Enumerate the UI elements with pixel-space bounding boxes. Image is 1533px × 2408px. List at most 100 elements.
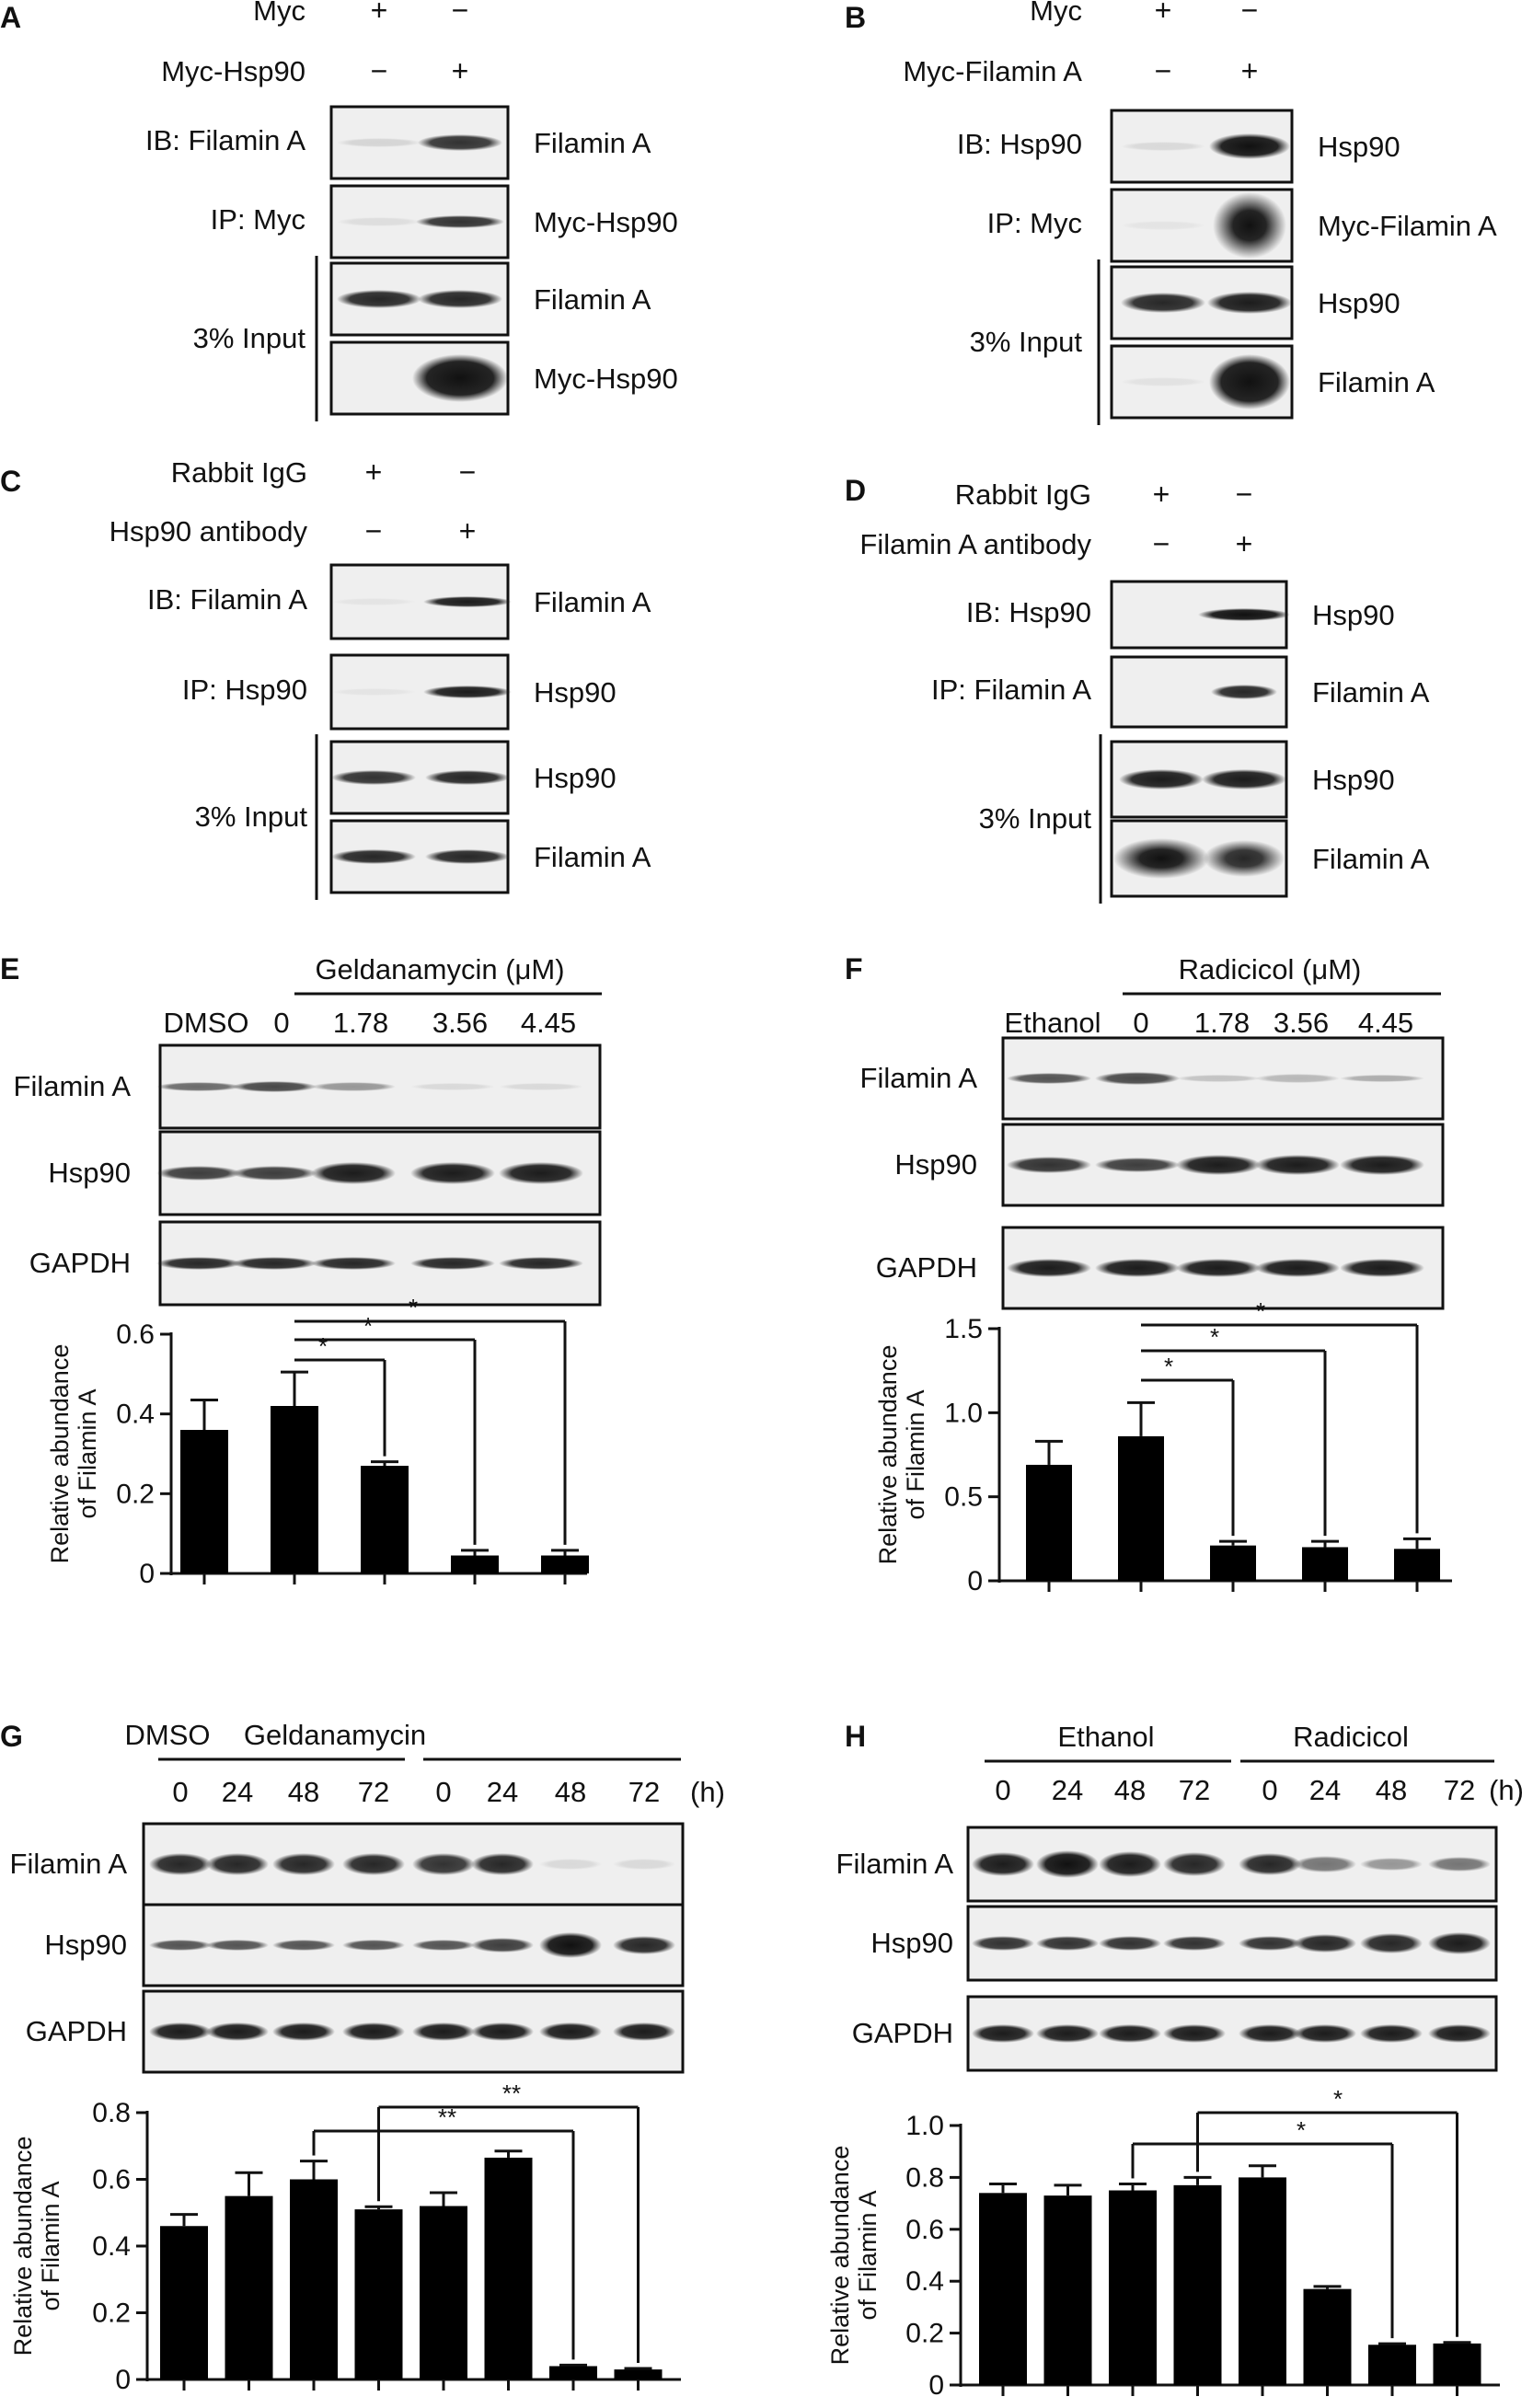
blot-G-1-band-1 (149, 1853, 212, 1875)
panel-letter-F: F (845, 952, 863, 985)
blot-A-2-band-2 (416, 215, 504, 228)
y-tick-label-E-3: 0.4 (116, 1400, 155, 1430)
bar-F-5 (1394, 1549, 1440, 1581)
bar-G-5 (420, 2206, 467, 2379)
panel-letter-B: B (845, 1, 866, 34)
blot-G-2-band-6 (471, 1938, 534, 1953)
panel-letter-D: D (845, 474, 866, 507)
blot-label-F-3: GAPDH (876, 1251, 977, 1284)
blot-H-1-band-5 (1239, 1853, 1301, 1875)
blot-G-3-band-8 (613, 2022, 675, 2041)
row-label-A-2: IP: Myc (211, 203, 305, 236)
blot-G-1-band-3 (272, 1853, 335, 1875)
blot-E-2-band-4 (410, 1162, 495, 1184)
blot-G-2-band-8 (613, 1936, 675, 1954)
lane-label-H-6: 24 (1309, 1774, 1341, 1806)
treatment-label-F: Radicicol (μM) (1179, 953, 1362, 985)
y-axis-label-G-1: Relative abundance (9, 2137, 37, 2356)
blot-E-1-band-4 (410, 1083, 495, 1090)
sign-B-2-1: − (1155, 54, 1172, 87)
bar-E-5 (541, 1555, 589, 1573)
blot-G-2-band-2 (206, 1940, 269, 1951)
group-label-H-2: Radicicol (1293, 1721, 1409, 1753)
y-axis-label-E-2: of Filamin A (74, 1388, 101, 1518)
bar-G-6 (484, 2157, 533, 2379)
bar-E-1 (180, 1430, 228, 1573)
band-label-A-4: Myc-Hsp90 (534, 363, 678, 395)
blot-H-3-band-2 (1036, 2024, 1099, 2043)
blot-F-1-band-1 (1007, 1073, 1091, 1084)
blot-E-1-band-1 (156, 1082, 241, 1091)
lane-label-E-3: 1.78 (333, 1007, 388, 1039)
sign-B-2-2: + (1241, 54, 1259, 87)
lane-label-E-2: 0 (273, 1007, 289, 1039)
blot-H-1-band-4 (1163, 1852, 1226, 1876)
blot-F-3-band-2 (1095, 1259, 1180, 1277)
blot-F-3-band-5 (1340, 1259, 1424, 1277)
sign-A-1-1: + (371, 0, 388, 27)
blot-B-3-band-2 (1207, 292, 1292, 314)
panel-letter-E: E (0, 952, 19, 985)
y-tick-label-G-1: 0 (115, 2365, 131, 2395)
lane-label-G-4: 72 (358, 1776, 389, 1808)
blot-label-H-2: Hsp90 (870, 1927, 953, 1959)
y-axis-label-E-1: Relative abundance (46, 1344, 74, 1564)
blot-D-2-band-2 (1211, 685, 1277, 699)
band-label-C-1: Filamin A (534, 586, 651, 618)
blot-F-1-band-5 (1340, 1075, 1424, 1082)
blot-E-3-band-4 (410, 1257, 495, 1270)
bar-E-2 (271, 1406, 318, 1573)
blot-G-1-band-8 (613, 1859, 675, 1870)
blot-label-F-2: Hsp90 (894, 1148, 977, 1181)
condition-label-C-1: Rabbit IgG (171, 456, 307, 489)
sig-marker-F-2: * (1210, 1323, 1219, 1351)
blot-B-4-band-2 (1209, 354, 1290, 409)
bar-F-1 (1026, 1464, 1072, 1581)
sig-marker-H-2: * (1333, 2085, 1343, 2113)
lane-label-E-1: DMSO (164, 1007, 249, 1039)
blot-G-3-band-5 (412, 2022, 475, 2041)
band-label-C-3: Hsp90 (534, 762, 617, 794)
blot-F-1-band-2 (1095, 1072, 1180, 1085)
bar-G-1 (160, 2226, 208, 2379)
y-tick-label-H-3: 0.4 (905, 2266, 944, 2297)
blot-H-3-band-8 (1428, 2024, 1491, 2043)
blot-A-2-band-1 (337, 217, 421, 226)
sign-B-1-1: + (1155, 0, 1172, 27)
band-label-B-2: Myc-Filamin A (1318, 210, 1497, 242)
blot-label-E-1: Filamin A (14, 1070, 132, 1102)
bar-H-3 (1109, 2190, 1157, 2385)
bar-H-5 (1239, 2177, 1286, 2385)
blot-G-3-band-6 (471, 2022, 534, 2041)
y-tick-label-G-4: 0.6 (92, 2165, 131, 2195)
lane-label-G-8: 72 (628, 1776, 660, 1808)
treatment-label-E: Geldanamycin (μM) (315, 953, 564, 985)
blot-H-1-band-8 (1428, 1857, 1491, 1872)
lane-label-H-1: 0 (995, 1774, 1010, 1806)
blot-G-3-band-7 (539, 2022, 602, 2041)
bar-G-7 (549, 2366, 597, 2379)
band-label-B-1: Hsp90 (1318, 131, 1400, 163)
blot-G-3-band-2 (206, 2022, 269, 2041)
band-label-D-3: Hsp90 (1312, 764, 1395, 796)
blot-H-1-band-6 (1294, 1856, 1356, 1872)
lane-label-H-3: 48 (1114, 1774, 1146, 1806)
sign-A-2-1: − (371, 54, 388, 87)
y-tick-label-G-3: 0.4 (92, 2231, 131, 2262)
blot-label-E-3: GAPDH (29, 1247, 131, 1279)
blot-F-3-band-4 (1255, 1259, 1340, 1277)
y-tick-label-E-1: 0 (139, 1559, 155, 1589)
blot-A-3-band-2 (418, 290, 502, 308)
blot-A-1-band-1 (337, 138, 421, 147)
blot-H-2-band-7 (1360, 1933, 1423, 1953)
blot-B-1-band-1 (1121, 142, 1205, 151)
lane-label-G-7: 48 (555, 1776, 586, 1808)
unit-label-G: (h) (690, 1776, 725, 1808)
blot-G-3-band-1 (149, 2022, 212, 2041)
blot-F-1-band-4 (1255, 1074, 1340, 1083)
bar-G-2 (225, 2195, 273, 2379)
blot-label-E-2: Hsp90 (48, 1157, 131, 1189)
blot-E-3-band-2 (232, 1257, 317, 1270)
y-axis-label-H-2: of Filamin A (854, 2190, 882, 2320)
blot-A-3-band-1 (337, 290, 421, 308)
